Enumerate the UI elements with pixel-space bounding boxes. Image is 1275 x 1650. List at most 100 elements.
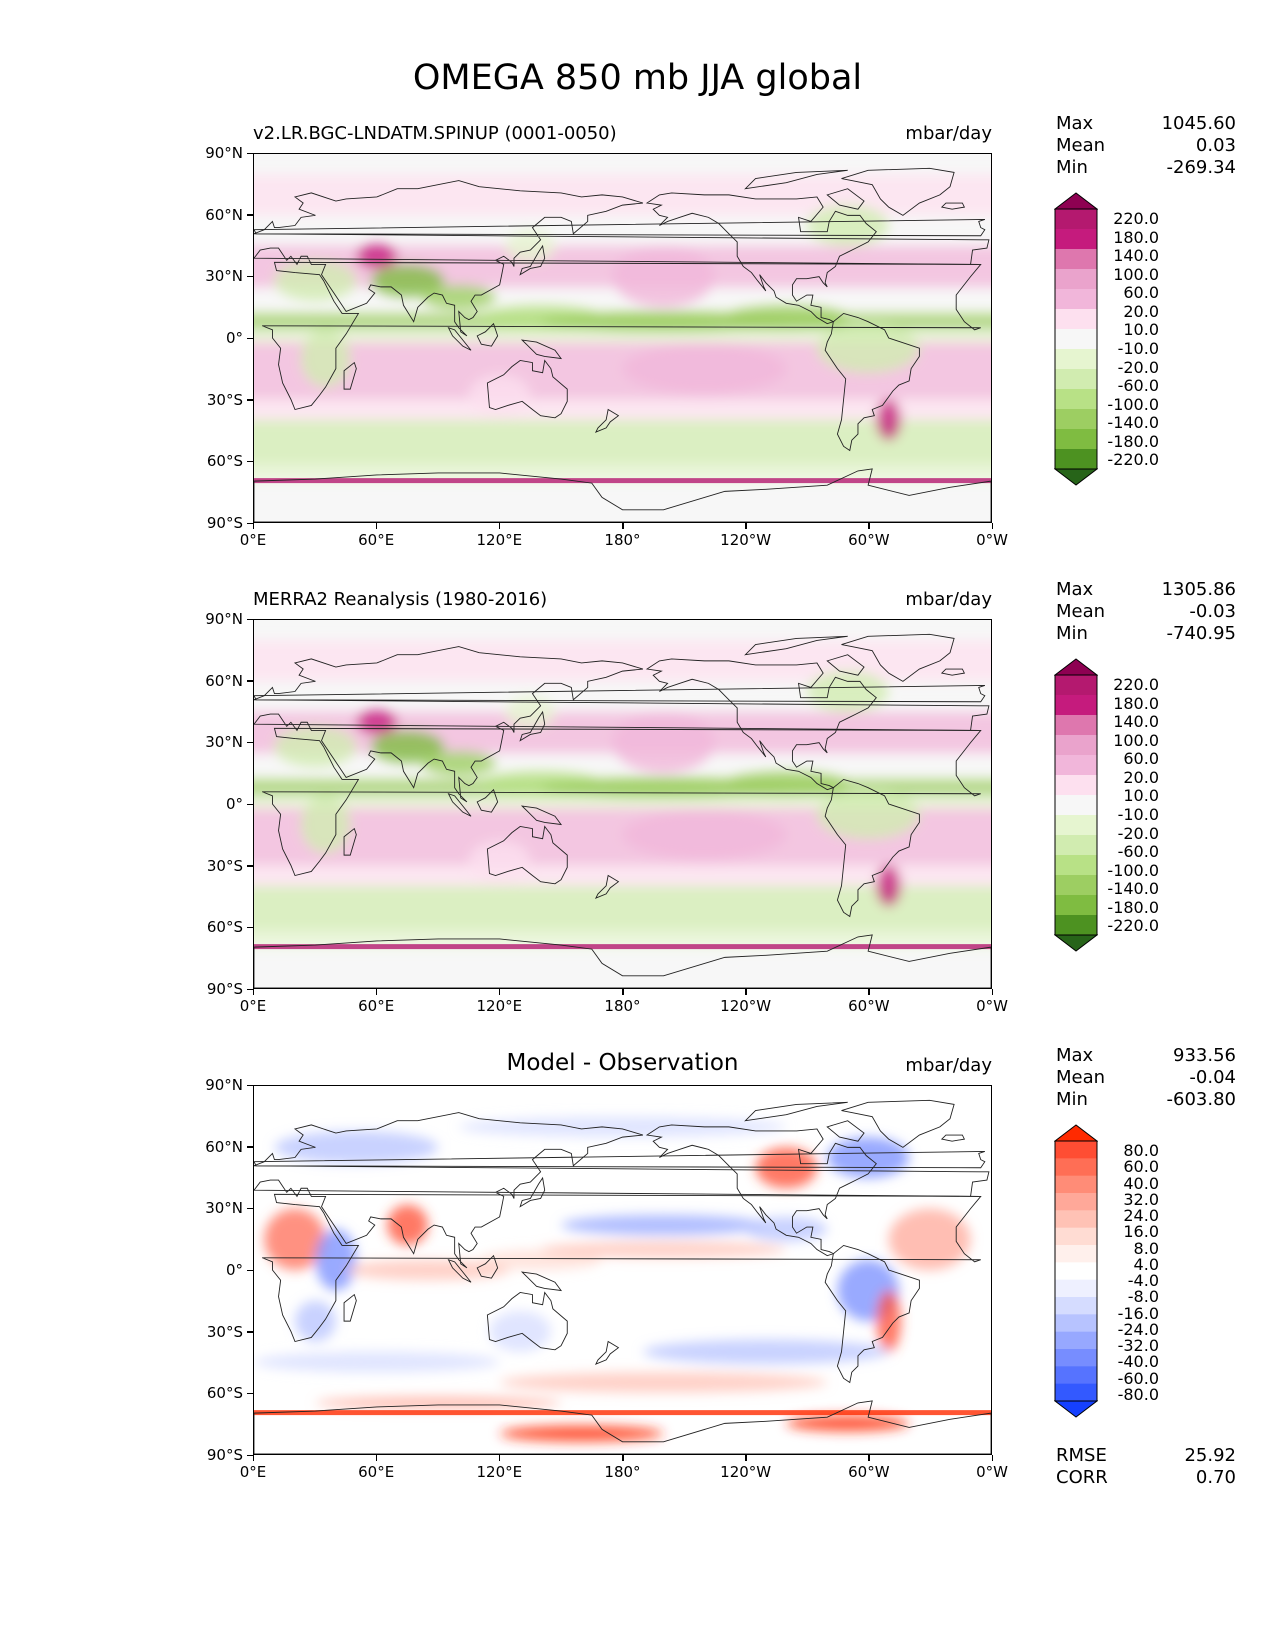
colorbar-tick-label: 20.0: [1123, 767, 1159, 787]
colorbar-tick-label: -16.0: [1117, 1303, 1159, 1323]
lon-tick-mark: [498, 989, 501, 995]
colorbar-bin: [1055, 1349, 1097, 1367]
colorbar-bin: [1055, 675, 1097, 696]
colorbar-bin: [1055, 875, 1097, 896]
coastline-nz: [594, 1340, 620, 1365]
colorbar-tick-label: -32.0: [1117, 1336, 1159, 1355]
lon-tick-label: 120°W: [720, 531, 772, 549]
coastline-uk: [254, 1150, 986, 1169]
map-panel: [253, 619, 992, 989]
corr-label: CORR: [1056, 1467, 1108, 1488]
coastline-borneo: [476, 788, 499, 813]
lat-tick-mark: [247, 865, 253, 867]
coastline-sumatra: [447, 326, 472, 351]
colorbar-bin: [1055, 895, 1097, 916]
colorbar-bin: [1055, 915, 1097, 936]
coastline-madagascar: [343, 1293, 357, 1322]
colorbar-bin: [1055, 1297, 1097, 1315]
stat-min-value: -269.34: [1166, 157, 1236, 178]
lat-tick-label: 90°N: [205, 144, 243, 162]
lon-tick-label: 60°E: [358, 1463, 395, 1481]
colorbar-extend-max: [1054, 1124, 1098, 1142]
colorbar-tick-label: 140.0: [1113, 712, 1159, 732]
lat-tick-label: 60°N: [205, 205, 243, 224]
stat-mean-label: Mean: [1056, 601, 1106, 622]
field-shading: [254, 174, 991, 482]
lon-tick-label: 120°E: [476, 531, 523, 549]
lat-tick-mark: [247, 618, 253, 620]
lon-tick-label: 120°E: [476, 1463, 523, 1481]
coastlines: [254, 1099, 991, 1454]
coastline-greenland: [841, 633, 955, 682]
colorbar-tick-label: -180.0: [1107, 897, 1159, 917]
lon-tick-mark: [498, 523, 501, 529]
lat-tick-mark: [247, 1084, 253, 1086]
lon-tick-mark: [498, 1455, 501, 1461]
colorbar-tick-label: 60.0: [1123, 749, 1159, 769]
colorbar-tick-label: -24.0: [1117, 1319, 1159, 1339]
lon-tick-mark: [991, 523, 993, 529]
colorbar-tick-label: -60.0: [1117, 1368, 1159, 1388]
stat-max-value: 1305.86: [1161, 579, 1236, 600]
stat-mean-value: 0.03: [1195, 135, 1236, 156]
lon-tick-label: 60°E: [358, 531, 395, 549]
colorbar-bin: [1055, 1314, 1097, 1333]
colorbar-bin: [1055, 1331, 1097, 1350]
colorbar-bin: [1055, 1245, 1097, 1263]
colorbar-bin: [1055, 349, 1097, 370]
colorbar-tick-label: -140.0: [1107, 879, 1159, 899]
colorbar-tick-label: 16.0: [1123, 1222, 1159, 1242]
colorbar-bin: [1055, 429, 1097, 450]
coastline-africa: [262, 1193, 982, 1343]
lon-tick-label: 120°W: [720, 997, 772, 1015]
coastline-borneo: [476, 322, 499, 347]
lat-tick-label: 60°N: [205, 671, 243, 690]
lat-tick-mark: [247, 803, 253, 805]
coastline-n-america: [645, 192, 877, 325]
colorbar-tick-label: -10.0: [1117, 805, 1159, 824]
colorbar-bin: [1055, 775, 1097, 796]
stat-min-value: -740.95: [1166, 623, 1236, 644]
stat-min-value: -603.80: [1166, 1089, 1236, 1110]
colorbar-tick-label: 4.0: [1133, 1254, 1159, 1274]
lat-tick-mark: [247, 1331, 253, 1333]
colorbar-tick-label: -140.0: [1107, 413, 1159, 433]
colorbar-bin: [1055, 1141, 1097, 1159]
figure-title: OMEGA 850 mb JJA global: [412, 58, 863, 98]
lon-tick-mark: [252, 1455, 254, 1461]
lon-tick-label: 0°E: [239, 997, 267, 1015]
coastline-s-america: [824, 778, 920, 918]
coastline-new-guinea: [520, 339, 563, 360]
coastline-sumatra: [447, 1258, 472, 1283]
colorbar-tick-label: -100.0: [1107, 860, 1159, 880]
coastline-new-guinea: [520, 805, 563, 826]
coastline-africa: [262, 727, 982, 877]
rmse-value: 25.92: [1184, 1445, 1236, 1466]
lon-tick-mark: [622, 989, 624, 995]
field-map: [254, 1099, 991, 1454]
colorbar-tick-label: -220.0: [1107, 916, 1159, 936]
colorbar-bin: [1055, 1262, 1097, 1281]
lat-tick-label: 0°: [225, 1261, 243, 1279]
colorbar-tick-label: 10.0: [1123, 786, 1159, 806]
colorbar-bin: [1055, 1175, 1097, 1194]
coastline-madagascar: [343, 827, 357, 856]
colorbar-tick-label: -8.0: [1127, 1287, 1159, 1307]
coastline-australia: [486, 1291, 568, 1351]
lat-tick-mark: [247, 1392, 253, 1395]
lon-tick-label: 60°W: [848, 997, 890, 1015]
colorbar-tick-label: 220.0: [1113, 675, 1159, 694]
lat-tick-label: 30°S: [206, 1322, 243, 1341]
lat-tick-label: 0°: [225, 795, 243, 813]
stat-min-label: Min: [1056, 623, 1088, 644]
lon-tick-mark: [622, 1455, 624, 1461]
lon-tick-label: 0°W: [976, 531, 1008, 549]
lat-tick-label: 30°S: [206, 390, 243, 409]
coastline-iceland: [940, 202, 966, 210]
colorbar-bin: [1055, 835, 1097, 856]
lon-tick-label: 180°: [604, 1463, 641, 1481]
field-map: [254, 633, 991, 988]
lon-tick-mark: [375, 1455, 378, 1461]
coastline-uk: [254, 218, 986, 237]
antarctic-coast-band: [254, 944, 991, 950]
